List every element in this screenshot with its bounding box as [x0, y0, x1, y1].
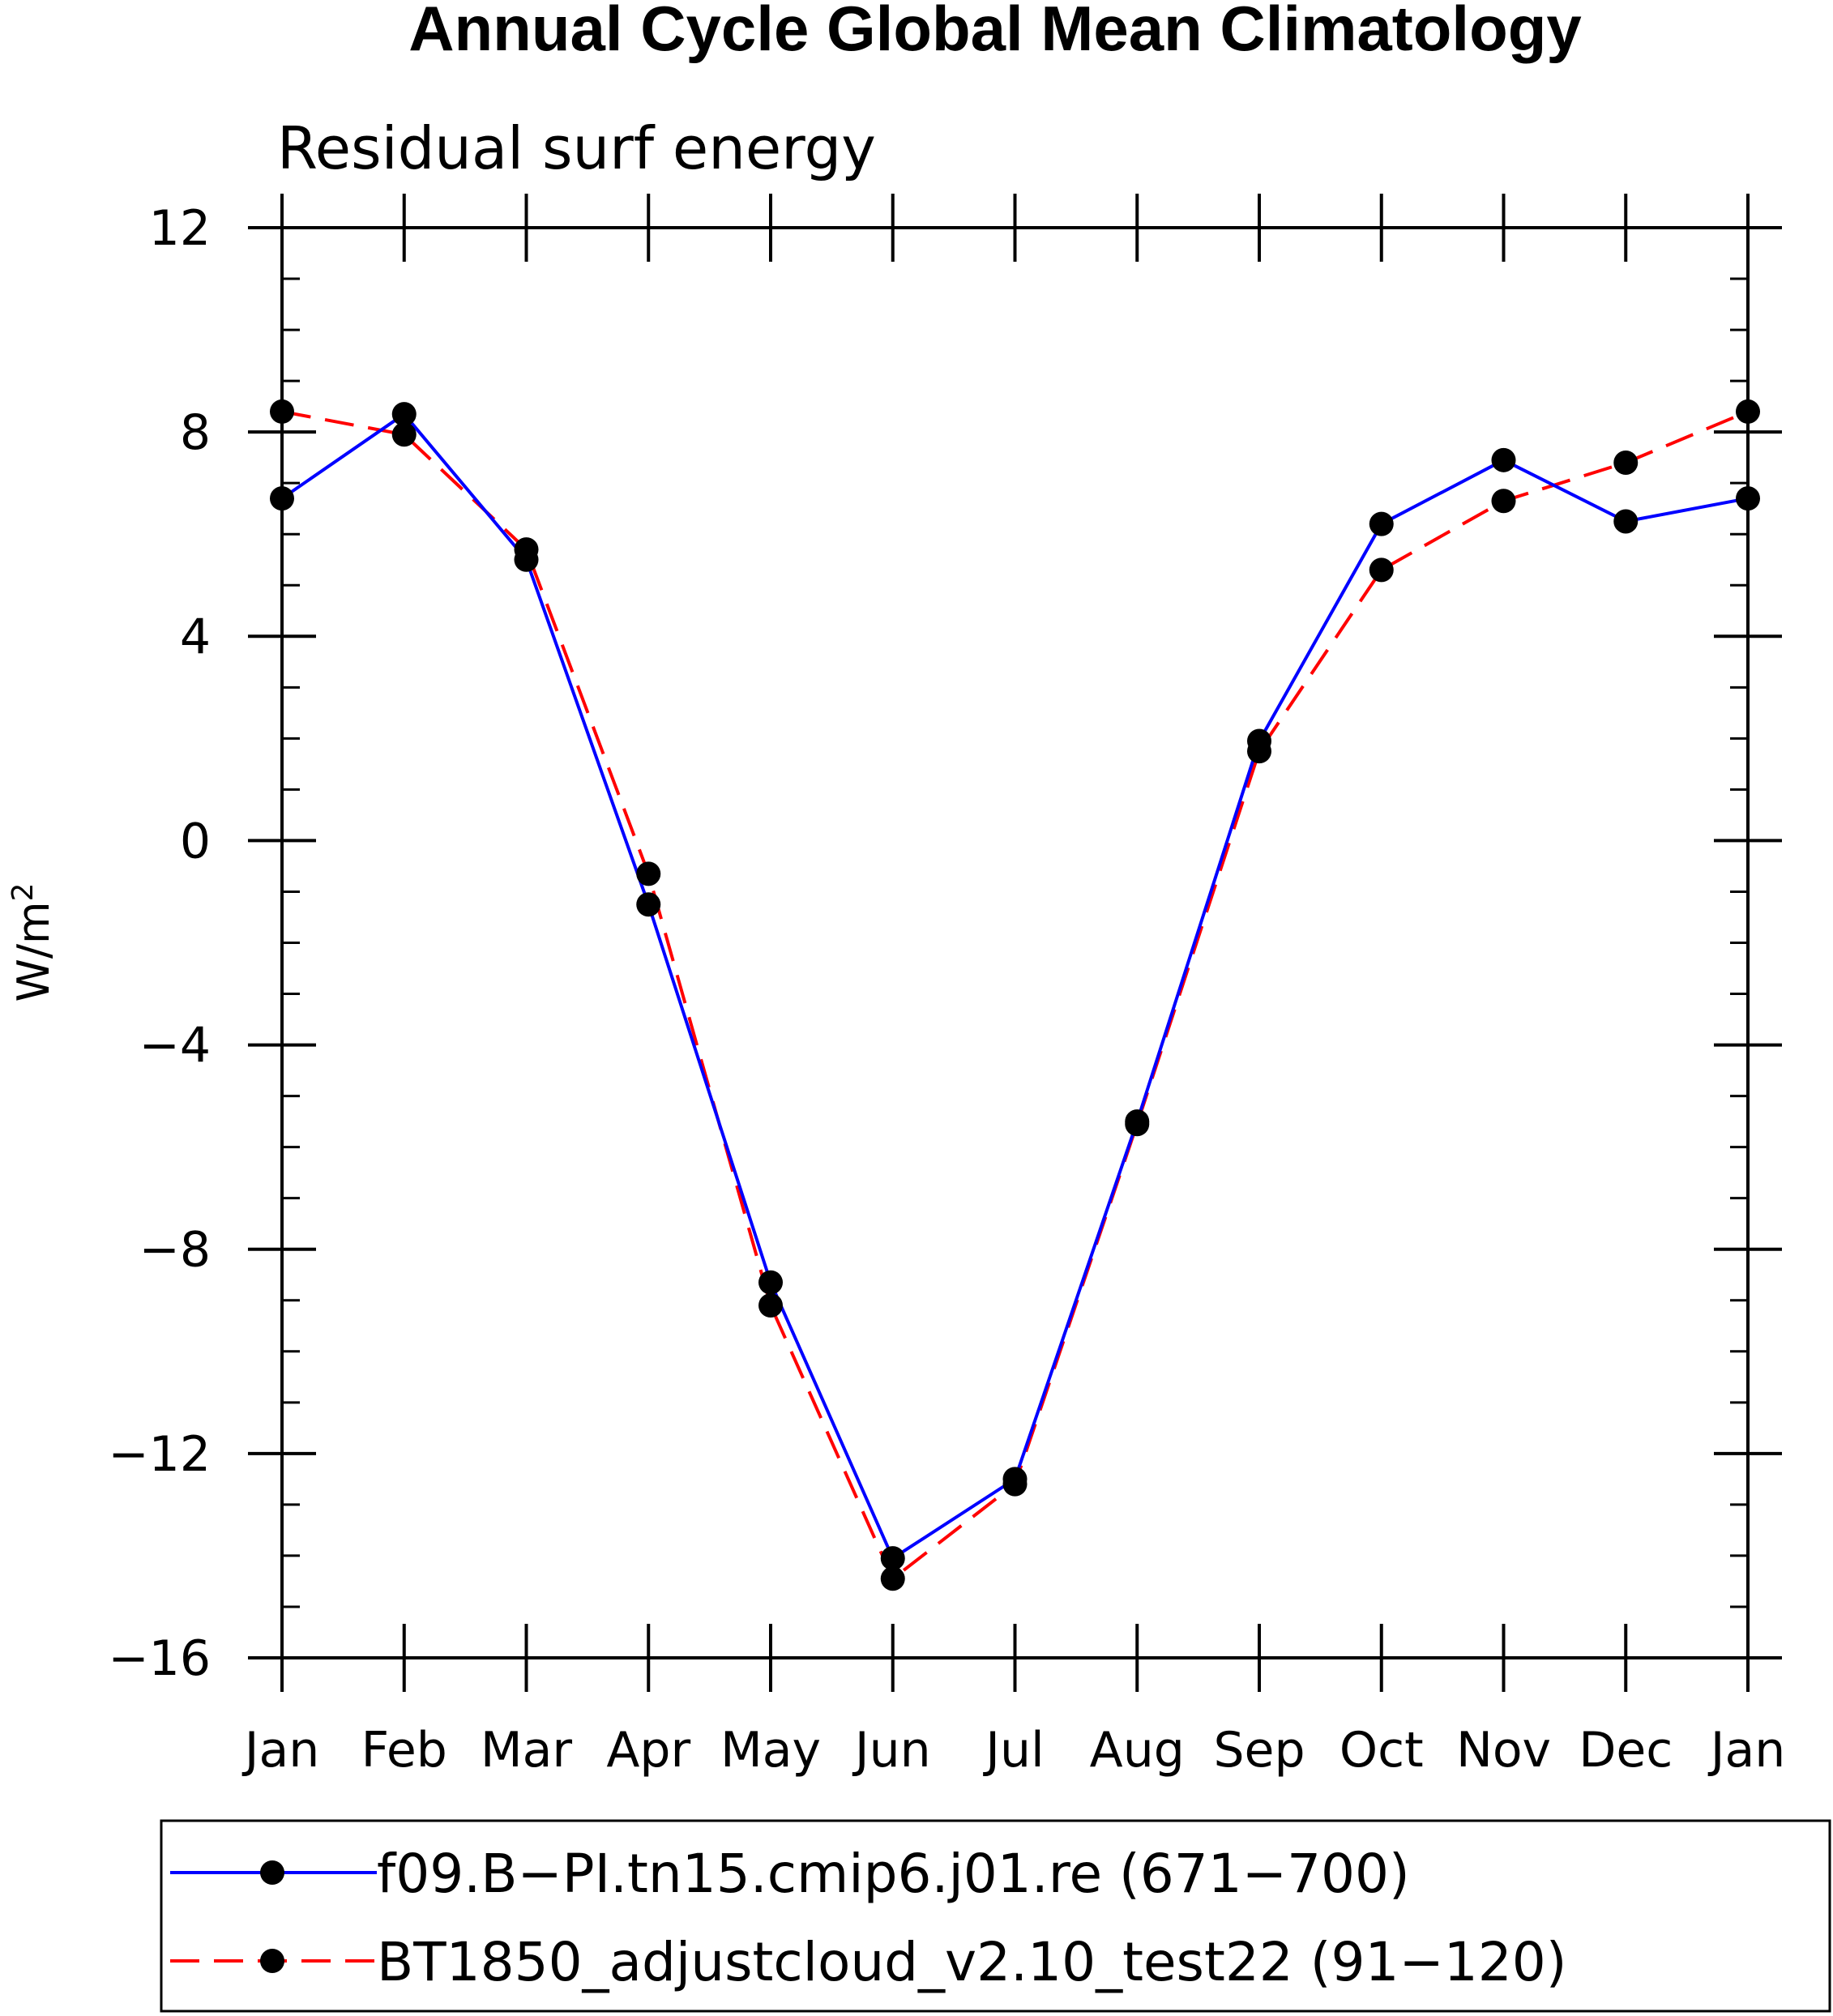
y-axis-label-superscript: 2: [6, 882, 40, 901]
x-tick-label: Oct: [1340, 1722, 1424, 1779]
series-1-point: [1736, 486, 1760, 511]
x-tick-label: Sep: [1213, 1722, 1305, 1779]
y-tick-label: −16: [108, 1630, 211, 1687]
x-tick-label: Apr: [606, 1722, 690, 1779]
legend-label-2: BT1850_adjustcloud_v2.10_test22 (91−120): [377, 1931, 1567, 1993]
y-tick-label: −12: [108, 1426, 211, 1483]
series-1-point: [880, 1546, 905, 1571]
series-2-point: [1369, 557, 1394, 583]
legend-label-1: f09.B−PI.tn15.cmip6.j01.re (671−700): [377, 1843, 1410, 1905]
series-1-point: [1369, 511, 1394, 536]
x-tick-label: Jul: [982, 1722, 1044, 1779]
x-tick-label: Mar: [481, 1722, 573, 1779]
series-line-1: [280, 412, 1749, 1561]
legend-marker-2: [260, 1949, 284, 1973]
series-1-point: [1491, 447, 1516, 472]
y-tick-label: 0: [180, 813, 211, 869]
series-1-point: [391, 402, 417, 427]
y-tick-labels: 12 8 4 0 −4 −8 −12 −16: [108, 200, 211, 1687]
series-1-point: [270, 486, 294, 511]
x-tick-label: Dec: [1579, 1722, 1673, 1779]
series-line-2: [281, 409, 1749, 1581]
x-tick-label: Nov: [1456, 1722, 1551, 1779]
series-2-point: [636, 861, 661, 886]
chart-title: Annual Cycle Global Mean Climatology: [408, 0, 1582, 64]
y-axis-label-unit: W/m: [8, 901, 59, 1002]
x-tick-label: Jan: [1707, 1722, 1786, 1779]
y-axis-label: W/m2: [6, 882, 59, 1002]
series-2-point: [391, 422, 417, 447]
series-1-point: [514, 547, 539, 572]
series-2-point: [1491, 489, 1516, 514]
series-1-point: [1613, 509, 1639, 534]
x-tick-label: Jan: [241, 1722, 320, 1779]
series-layer: [270, 399, 1760, 1591]
series-1-point: [1125, 1109, 1150, 1134]
x-tick-label: Aug: [1090, 1722, 1185, 1779]
series-2-point: [880, 1566, 905, 1591]
series-2-point: [758, 1293, 783, 1318]
x-tick-labels: Jan Feb Mar Apr May Jun Jul Aug Sep Oct Nov Dec Jan: [241, 1722, 1786, 1779]
chart-subtitle: Residual surf energy: [277, 114, 876, 182]
y-tick-label: 12: [149, 200, 211, 257]
series-1-point: [1002, 1467, 1028, 1492]
x-tick-label: Feb: [361, 1722, 447, 1779]
x-tick-label: Jun: [852, 1722, 931, 1779]
x-tick-label: May: [720, 1722, 821, 1779]
legend-marker-1: [260, 1860, 284, 1885]
series-2-point: [270, 399, 294, 424]
y-tick-label: −4: [139, 1018, 211, 1074]
y-tick-label: 8: [180, 404, 211, 461]
plot-frame: [280, 226, 1750, 1659]
y-tick-label: 4: [180, 609, 211, 665]
y-tick-label: −8: [139, 1222, 211, 1279]
series-2-point: [1613, 450, 1639, 475]
legend: f09.B−PI.tn15.cmip6.j01.re (671−700) BT18…: [160, 1819, 1831, 2013]
series-1-point: [636, 892, 661, 917]
series-2-point: [1736, 399, 1760, 424]
series-1-point: [758, 1270, 783, 1295]
series-1-point: [1247, 728, 1271, 754]
legend-box: [160, 1819, 1831, 2013]
